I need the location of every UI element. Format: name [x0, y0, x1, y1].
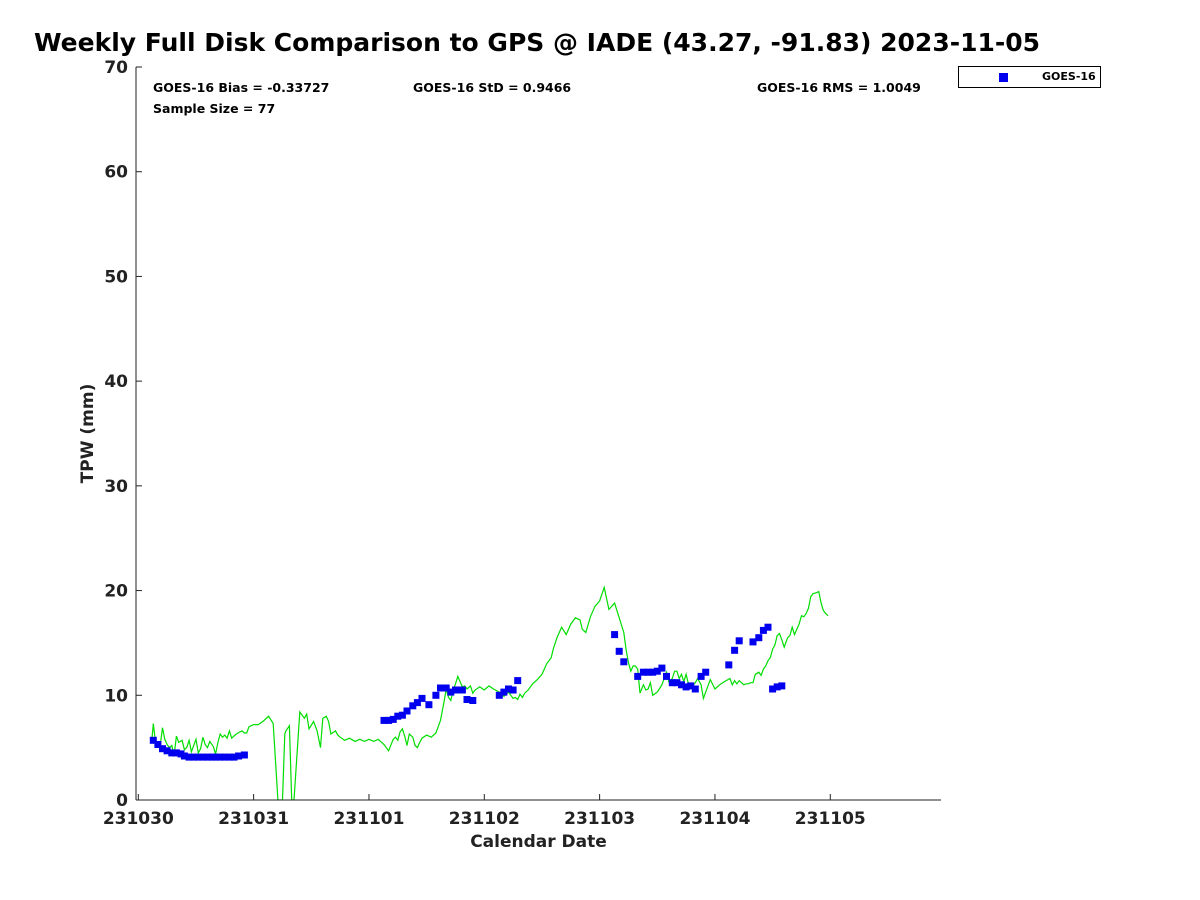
goes16-point [240, 751, 248, 759]
goes16-point [403, 707, 411, 715]
y-axis-label: TPW (mm) [78, 384, 98, 484]
x-tick-label: 231101 [333, 809, 404, 829]
legend: GOES-16 [958, 66, 1101, 88]
y-tick-label: 60 [104, 163, 128, 183]
y-tick-label: 40 [104, 372, 128, 392]
goes16-point [394, 712, 402, 720]
x-axis-label: Calendar Date [470, 832, 607, 852]
goes16-point [199, 753, 207, 761]
goes16-point [668, 679, 676, 687]
goes16-point [380, 716, 388, 724]
goes16-point [172, 749, 180, 757]
goes16-point [691, 685, 699, 693]
x-tick-label: 231102 [449, 809, 520, 829]
goes16-point [769, 685, 777, 693]
goes16-point [514, 677, 522, 685]
goes16-point [425, 701, 433, 709]
goes16-point [505, 685, 512, 693]
goes16-point [702, 668, 710, 676]
goes16-point [658, 664, 666, 672]
goes16-point [168, 749, 176, 757]
goes16-point [389, 715, 397, 723]
legend-marker-goes16 [999, 73, 1008, 82]
goes16-point [620, 658, 628, 666]
x-tick-label: 231030 [103, 809, 174, 829]
gps-tpw-line [151, 585, 829, 800]
y-tick-label: 30 [104, 477, 128, 497]
y-tick-label: 50 [104, 267, 128, 287]
goes16-point [773, 683, 781, 691]
goes16-point [212, 753, 220, 761]
goes16-point [194, 753, 202, 761]
goes16-point [749, 638, 757, 646]
goes16-point [180, 752, 188, 760]
goes16-point [509, 686, 517, 694]
goes16-point [639, 668, 647, 676]
goes16-point [452, 686, 459, 694]
goes16-point [687, 682, 695, 690]
goes16-point [615, 647, 623, 655]
chart-title: Weekly Full Disk Comparison to GPS @ IAD… [34, 28, 1041, 57]
goes16-point [469, 697, 477, 704]
goes16-point [778, 682, 786, 690]
goes16-point [409, 702, 417, 710]
x-tick-label: 231104 [679, 809, 750, 829]
x-tick-label: 231103 [564, 809, 635, 829]
goes16-point [230, 753, 238, 761]
goes16-point [418, 694, 426, 702]
goes16-point [611, 631, 619, 639]
goes16-point [413, 699, 421, 707]
std-stat: GOES-16 StD = 0.9466 [413, 80, 572, 95]
x-tick-label: 231031 [218, 809, 289, 829]
goes16-point [398, 711, 406, 719]
goes16-point [221, 753, 229, 761]
goes16-point [154, 741, 162, 748]
goes16-point [735, 637, 743, 645]
goes16-point [731, 646, 739, 654]
y-tick-label: 70 [104, 58, 128, 78]
goes16-point [437, 684, 444, 692]
goes16-point [673, 679, 681, 687]
goes16-point [663, 672, 670, 680]
y-tick-label: 10 [104, 686, 128, 706]
y-tick-label: 0 [116, 791, 128, 811]
bias-stat: GOES-16 Bias = -0.33727 [153, 80, 330, 95]
rms-stat: GOES-16 RMS = 1.0049 [757, 80, 921, 95]
y-tick-label: 20 [104, 582, 128, 602]
goes16-point [204, 753, 211, 761]
goes16-point [235, 752, 243, 760]
goes16-point [764, 623, 772, 631]
goes16-point [755, 634, 763, 642]
goes16-point [432, 691, 440, 699]
goes16-point [190, 753, 198, 761]
goes16-point [185, 753, 193, 761]
goes16-point [759, 626, 767, 634]
goes16-point [385, 716, 393, 724]
goes16-point [447, 688, 455, 696]
goes16-point [159, 745, 166, 753]
goes16-point [678, 681, 685, 689]
goes16-point [649, 668, 657, 676]
x-tick-label: 231105 [795, 809, 866, 829]
goes16-point [682, 683, 690, 691]
goes16-point [725, 661, 733, 669]
goes16-point [463, 696, 471, 703]
goes16-point [500, 688, 508, 696]
goes16-point [495, 691, 503, 699]
sample-size-stat: Sample Size = 77 [153, 101, 276, 116]
goes16-point [653, 667, 661, 675]
goes16-point [697, 672, 705, 680]
goes16-point [149, 736, 157, 744]
goes16-point [216, 753, 224, 761]
goes16-point [225, 753, 233, 761]
goes16-point [442, 684, 450, 692]
goes16-point [634, 672, 642, 680]
goes16-point [163, 747, 171, 755]
goes16-point [458, 686, 466, 694]
legend-label-goes16: GOES-16 [1042, 70, 1096, 83]
goes16-point [644, 668, 652, 676]
